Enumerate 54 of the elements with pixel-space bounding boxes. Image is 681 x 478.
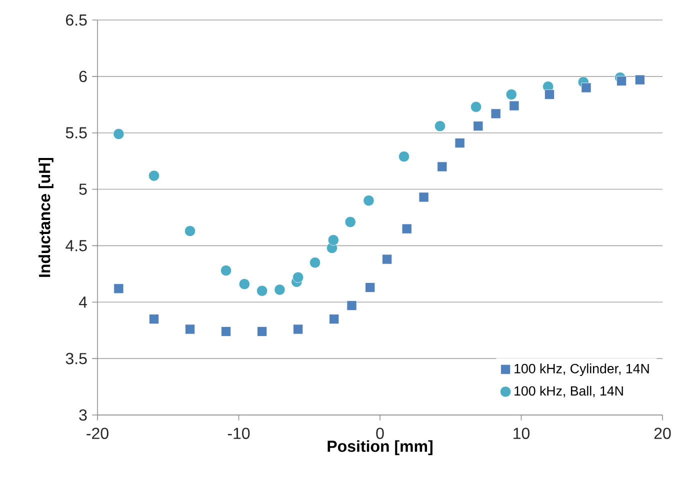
point: [365, 282, 376, 292]
point: [634, 74, 645, 85]
point: [257, 326, 268, 336]
y-tick-label: 4: [78, 296, 87, 308]
point: [509, 100, 520, 111]
point: [473, 121, 484, 132]
point: [382, 254, 392, 264]
point: [363, 195, 374, 206]
point: [328, 234, 339, 246]
point: [113, 128, 124, 140]
point: [346, 300, 357, 311]
y-tick-label: 5.5: [66, 127, 87, 138]
point: [437, 162, 448, 172]
y-axis-title: Inductance [uH]: [38, 158, 54, 277]
point: [616, 76, 627, 86]
point: [490, 108, 501, 119]
point: [309, 257, 321, 268]
point: [581, 82, 592, 93]
y-tick-label: 3: [79, 409, 87, 421]
x-tick-label: -10: [228, 428, 250, 440]
point: [470, 101, 482, 112]
legend-label: 100 kHz, Ball, 14N: [514, 386, 623, 398]
point: [434, 120, 446, 132]
point: [149, 314, 160, 324]
y-tick-label: 6.5: [66, 14, 87, 26]
x-tick-label: 0: [376, 428, 384, 440]
x-axis-title: Position [mm]: [328, 440, 432, 456]
point: [293, 324, 304, 334]
point: [329, 314, 340, 324]
point: [256, 285, 268, 296]
y-tick-label: 3.5: [66, 352, 87, 364]
point: [221, 326, 232, 336]
x-tick-label: 20: [654, 428, 671, 440]
y-tick-label: 6: [79, 70, 87, 82]
point: [454, 138, 465, 148]
point: [274, 284, 286, 296]
point: [184, 226, 196, 237]
point: [402, 224, 412, 234]
point: [114, 284, 124, 294]
point: [506, 88, 517, 100]
point: [344, 216, 356, 228]
point: [148, 170, 160, 182]
legend-label: 100 kHz, Cylinder, 14N: [514, 364, 649, 376]
point: [544, 89, 555, 100]
point: [220, 265, 232, 276]
x-tick-label: -20: [86, 428, 108, 440]
x-tick-label: 10: [514, 428, 530, 440]
y-tick-label: 5: [79, 184, 87, 195]
y-tick-label: 4.5: [66, 240, 87, 252]
point: [292, 272, 304, 283]
point: [398, 151, 410, 162]
point: [185, 324, 196, 334]
point: [418, 192, 429, 202]
point: [238, 278, 250, 290]
